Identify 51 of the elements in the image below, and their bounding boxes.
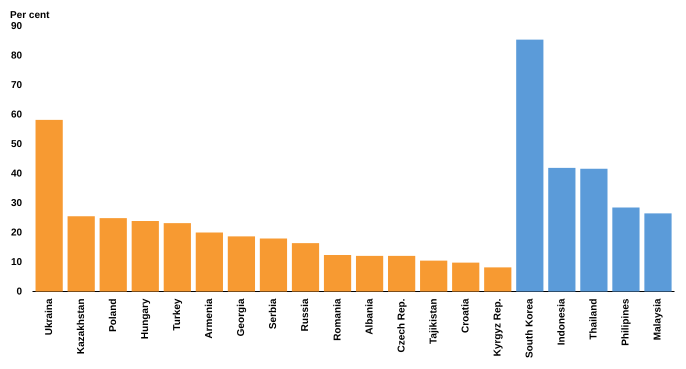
x-tick-label: Kazakhstan (76, 298, 87, 354)
bar (68, 216, 95, 292)
x-tick-label: Indonesia (556, 298, 568, 346)
x-tick-label: Tajikistan (428, 298, 440, 344)
y-tick-label: 80 (11, 50, 23, 62)
x-tick-label: Georgia (236, 298, 248, 336)
y-tick-label: 60 (11, 109, 23, 120)
bar (644, 213, 672, 292)
bar (420, 260, 448, 292)
x-tick-label: Poland (108, 298, 119, 332)
y-tick-label: 20 (11, 227, 23, 238)
x-tick-label: Philipines (620, 298, 632, 346)
x-tick-label: Serbia (268, 298, 280, 330)
y-tick-label: 90 (11, 20, 23, 32)
y-tick-label: 40 (11, 168, 23, 180)
x-tick-label: Russia (300, 298, 312, 332)
x-tick-label: Hungary (140, 298, 152, 340)
bar (580, 168, 608, 292)
x-tick-label: Thailand (588, 298, 600, 340)
bar (612, 207, 640, 292)
y-tick-label: 0 (16, 286, 23, 298)
bar (164, 223, 191, 292)
bar (356, 256, 384, 292)
x-tick-label: Turkey (172, 298, 184, 331)
bar (516, 40, 544, 292)
bar (324, 254, 352, 292)
bar (228, 236, 256, 292)
y-tick-label: 50 (11, 138, 23, 150)
y-tick-label: 10 (11, 256, 23, 268)
y-axis-title: Per cent (10, 10, 50, 21)
x-tick-label: Romania (332, 298, 344, 341)
bar (100, 218, 127, 292)
x-tick-label: Armenia (204, 298, 216, 339)
bar (292, 243, 320, 292)
bar (452, 262, 480, 292)
x-tick-label: Kyrgyz Rep. (492, 298, 504, 356)
bar (132, 221, 159, 292)
bar (196, 232, 223, 292)
bar (36, 120, 63, 292)
y-tick-label: 70 (11, 80, 23, 91)
x-tick-label: Croatia (460, 298, 472, 334)
x-tick-label: South Korea (524, 298, 536, 358)
x-tick-label: Ukraina (44, 298, 55, 336)
x-tick-label: Malaysia (652, 298, 664, 340)
x-tick-label: Albania (364, 298, 376, 335)
bar (548, 168, 576, 292)
bar (484, 267, 512, 292)
x-tick-label: Czech Rep. (396, 298, 408, 352)
bar (388, 256, 416, 292)
y-tick-label: 30 (11, 198, 23, 209)
bar (260, 238, 288, 292)
